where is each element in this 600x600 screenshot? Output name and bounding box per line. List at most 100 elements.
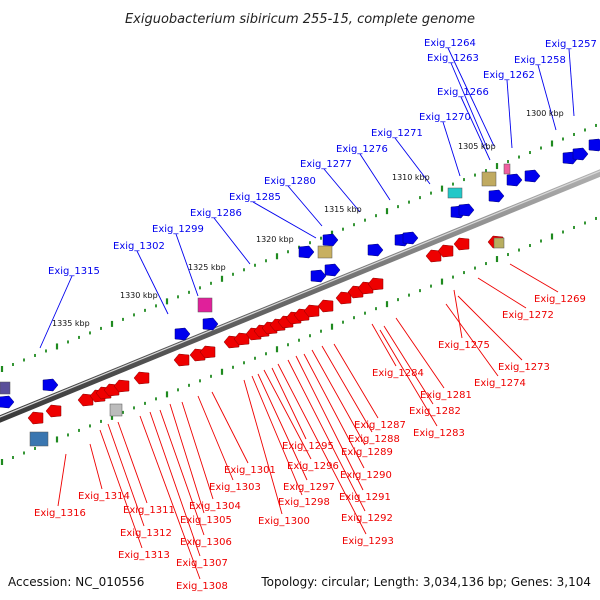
reverse-gene-label: Exig_1311 <box>123 505 175 516</box>
forward-gene-arrow <box>174 327 191 341</box>
reverse-gene-label: Exig_1293 <box>342 536 394 547</box>
forward-leader-line <box>359 153 391 201</box>
forward-gene-label: Exig_1257 <box>545 39 597 50</box>
reverse-gene-label: Exig_1304 <box>189 501 241 512</box>
forward-gene-arrow <box>310 269 327 283</box>
forward-gene-label: Exig_1302 <box>113 241 165 252</box>
forward-leader-line <box>323 168 361 213</box>
reverse-leader-line <box>277 363 367 535</box>
forward-gene-label: Exig_1315 <box>48 266 100 277</box>
gene-box <box>109 403 123 417</box>
forward-gene-label: Exig_1280 <box>264 176 316 187</box>
reverse-gene-arrow <box>317 299 334 313</box>
reverse-leader-line <box>287 359 366 512</box>
reverse-gene-label: Exig_1296 <box>287 461 339 472</box>
reverse-gene-label: Exig_1308 <box>176 581 228 592</box>
reverse-gene-arrow <box>233 332 250 346</box>
kbp-marker-label: 1310 kbp <box>392 173 430 182</box>
forward-leader-line <box>252 201 317 239</box>
forward-leader-line <box>568 48 575 117</box>
reverse-gene-label: Exig_1274 <box>474 378 526 389</box>
reverse-leader-line <box>57 453 67 507</box>
forward-gene-arrow <box>322 233 339 247</box>
accession-text: Accession: NC_010556 <box>8 575 144 589</box>
reverse-gene-label: Exig_1295 <box>282 441 334 452</box>
reverse-gene-label: Exig_1290 <box>340 470 392 481</box>
reverse-gene-label: Exig_1284 <box>372 368 424 379</box>
forward-gene-label: Exig_1262 <box>483 70 535 81</box>
forward-gene-label: Exig_1264 <box>424 38 476 49</box>
gene-labels: Exig_1264 Exig_1263 Exig_1257 Exig_1262 Exig… <box>34 38 597 592</box>
kbp-marker-label: 1330 kbp <box>120 291 158 300</box>
forward-gene-label: Exig_1266 <box>437 87 489 98</box>
forward-gene-arrow <box>0 395 15 409</box>
kbp-marker-label: 1315 kbp <box>324 205 362 214</box>
reverse-gene-label: Exig_1287 <box>354 420 406 431</box>
reverse-leader-line <box>311 349 366 446</box>
gene-box <box>493 237 505 249</box>
reverse-gene-label: Exig_1313 <box>118 550 170 561</box>
forward-gene-arrow <box>572 147 589 161</box>
reverse-leader-line <box>379 329 438 427</box>
reverse-leader-line <box>197 395 234 481</box>
forward-leader-line <box>175 233 199 297</box>
forward-gene-label: Exig_1285 <box>229 192 281 203</box>
reverse-gene-label: Exig_1314 <box>78 491 130 502</box>
reverse-gene-arrow <box>77 393 94 407</box>
gene-box <box>0 381 11 395</box>
forward-leader-line <box>39 275 73 349</box>
reverse-leader-line <box>295 355 364 491</box>
reverse-gene-arrow <box>27 411 44 425</box>
forward-leader-line <box>447 47 495 147</box>
reverse-leader-line <box>159 409 205 536</box>
forward-leader-line <box>394 137 431 185</box>
reverse-leader-line <box>211 391 249 464</box>
forward-gene-label: Exig_1270 <box>419 112 471 123</box>
reverse-gene-label: Exig_1300 <box>258 516 310 527</box>
reverse-gene-label: Exig_1307 <box>176 558 228 569</box>
label-leader-lines <box>39 47 575 580</box>
forward-leader-line <box>460 96 491 161</box>
reverse-leader-line <box>509 263 559 293</box>
forward-leader-line <box>136 250 169 315</box>
reverse-leader-line <box>263 369 312 460</box>
reverse-leader-line <box>321 345 373 433</box>
reverse-gene-label: Exig_1292 <box>341 513 393 524</box>
reverse-gene-arrow <box>335 291 352 305</box>
reverse-gene-label: Exig_1316 <box>34 508 86 519</box>
reverse-leader-line <box>251 375 303 496</box>
forward-gene-arrow <box>42 378 59 392</box>
forward-gene-arrow <box>588 138 600 152</box>
forward-gene-label: Exig_1286 <box>190 208 242 219</box>
reverse-gene-arrow <box>453 237 470 251</box>
forward-gene-arrow <box>506 173 523 187</box>
kbp-markers: 1300 kbp 1305 kbp 1310 kbp 1315 kbp 1320 kbp… <box>52 109 564 328</box>
genome-summary-text: Topology: circular; Length: 3,034,136 bp… <box>260 575 591 589</box>
forward-leader-line <box>450 62 489 151</box>
forward-gene-arrow <box>488 189 505 203</box>
reverse-leader-line <box>303 353 365 469</box>
forward-gene-label: Exig_1258 <box>514 55 566 66</box>
forward-leader-line <box>287 185 323 227</box>
reverse-gene-label: Exig_1281 <box>420 390 472 401</box>
genome-backbone <box>0 169 600 423</box>
reverse-gene-label: Exig_1283 <box>413 428 465 439</box>
reverse-leader-line <box>445 303 499 377</box>
reverse-leader-line <box>383 325 434 405</box>
reverse-gene-label: Exig_1288 <box>348 434 400 445</box>
forward-gene-arrow <box>324 263 341 277</box>
reverse-gene-label: Exig_1275 <box>438 340 490 351</box>
gene-glyphs <box>0 138 600 447</box>
reverse-leader-line <box>333 343 379 419</box>
reverse-gene-arrow <box>199 345 216 359</box>
reverse-gene-label: Exig_1312 <box>120 528 172 539</box>
forward-gene-arrow <box>458 203 475 217</box>
reverse-gene-arrow <box>437 244 454 258</box>
reverse-gene-arrow <box>133 371 150 385</box>
reverse-gene-label: Exig_1306 <box>180 537 232 548</box>
tick-layer <box>0 123 597 465</box>
gene-box <box>317 245 333 259</box>
reverse-gene-arrow <box>303 304 320 318</box>
kbp-marker-label: 1320 kbp <box>256 235 294 244</box>
reverse-gene-arrow <box>45 404 62 418</box>
